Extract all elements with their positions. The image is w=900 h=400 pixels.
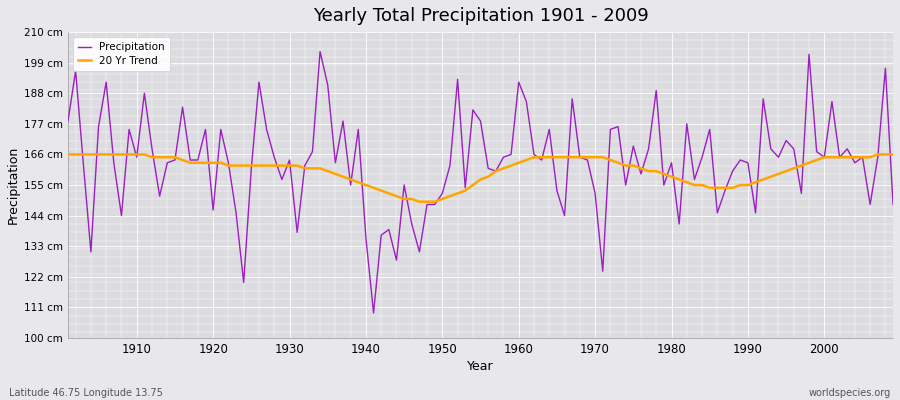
Line: 20 Yr Trend: 20 Yr Trend — [68, 154, 893, 202]
Legend: Precipitation, 20 Yr Trend: Precipitation, 20 Yr Trend — [73, 37, 170, 71]
Precipitation — [528, 152, 539, 157]
20 Yr Trend — [887, 152, 898, 157]
20 Yr Trend — [513, 160, 524, 165]
Text: worldspecies.org: worldspecies.org — [809, 388, 891, 398]
20 Yr Trend — [613, 160, 624, 165]
20 Yr Trend — [521, 158, 532, 162]
20 Yr Trend — [338, 174, 348, 179]
Text: Latitude 46.75 Longitude 13.75: Latitude 46.75 Longitude 13.75 — [9, 388, 163, 398]
Line: Precipitation: Precipitation — [68, 52, 893, 313]
20 Yr Trend — [414, 199, 425, 204]
20 Yr Trend — [123, 152, 134, 157]
Precipitation — [315, 49, 326, 54]
20 Yr Trend — [292, 163, 302, 168]
Precipitation — [521, 99, 532, 104]
Precipitation — [620, 183, 631, 188]
Precipitation — [292, 230, 302, 235]
20 Yr Trend — [63, 152, 74, 157]
Precipitation — [346, 183, 356, 188]
Y-axis label: Precipitation: Precipitation — [7, 146, 20, 224]
Precipitation — [63, 119, 74, 124]
Precipitation — [368, 310, 379, 315]
X-axis label: Year: Year — [467, 360, 494, 373]
Precipitation — [887, 202, 898, 207]
Precipitation — [123, 127, 134, 132]
Title: Yearly Total Precipitation 1901 - 2009: Yearly Total Precipitation 1901 - 2009 — [312, 7, 648, 25]
